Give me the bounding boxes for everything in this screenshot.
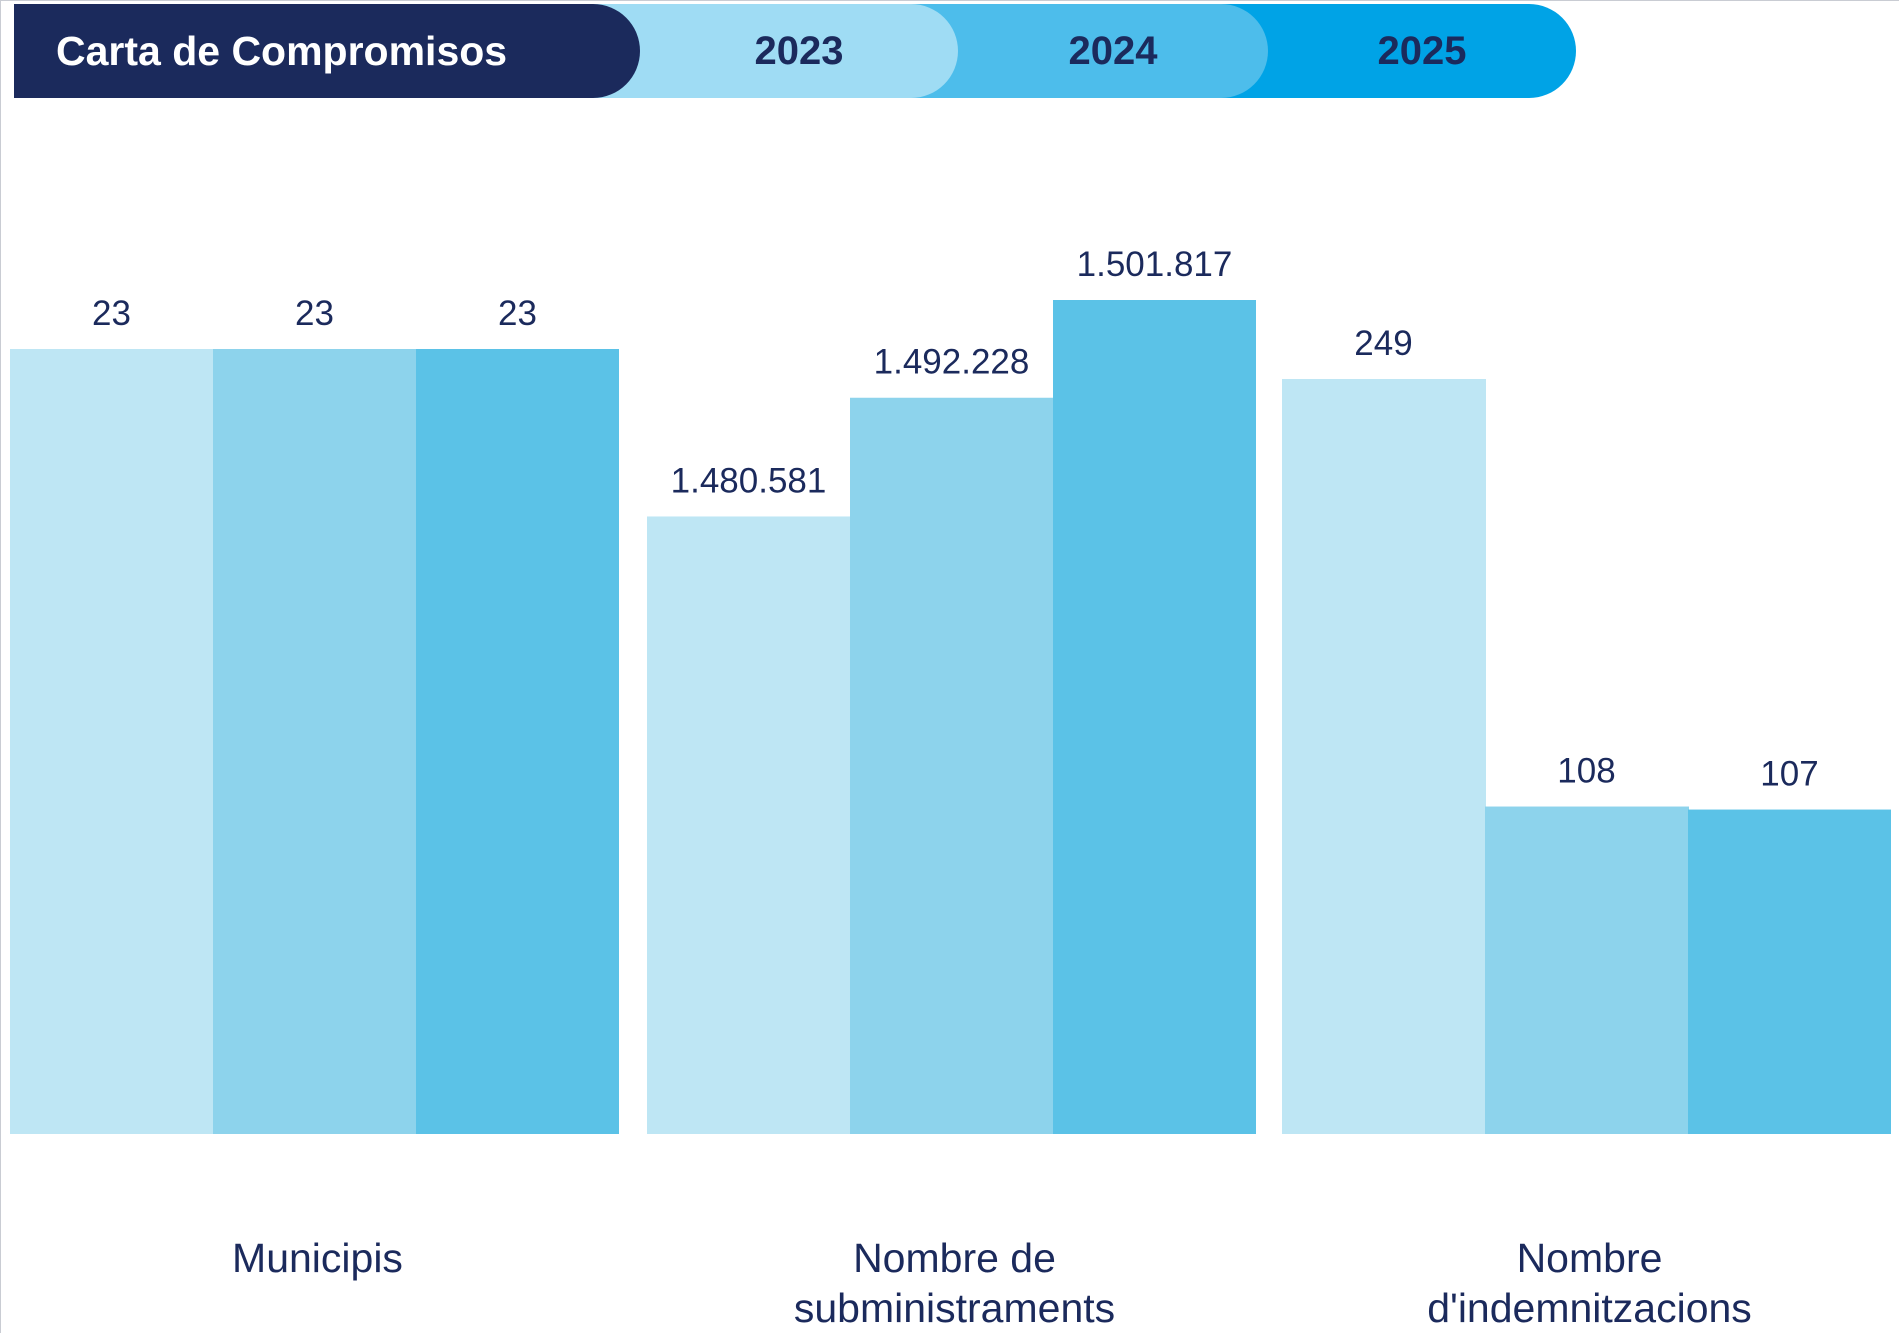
chart-header: Carta de Compromisos 2023 2024 2025 (14, 4, 1576, 98)
bar-2024-cat2 (1485, 806, 1689, 1134)
bar-2023-cat1 (647, 516, 851, 1134)
bar-2025-cat2 (1688, 809, 1891, 1134)
data-label-2024-cat1: 1.492.228 (874, 343, 1030, 382)
bar-2025-cat0 (416, 349, 619, 1134)
chart-header-title: Carta de Compromisos (14, 4, 640, 98)
category-label-0-line0: Municipis (232, 1235, 403, 1281)
data-label-2023-cat1: 1.480.581 (671, 461, 827, 500)
data-label-2024-cat0: 23 (295, 294, 334, 333)
bar-2024-cat0 (213, 349, 417, 1134)
data-label-2023-cat2: 249 (1354, 324, 1412, 363)
bar-2024-cat1 (850, 397, 1054, 1134)
bar-2023-cat2 (1282, 379, 1486, 1134)
data-label-2025-cat1: 1.501.817 (1077, 245, 1233, 284)
bar-2023-cat0 (10, 349, 214, 1134)
data-label-2024-cat2: 108 (1557, 752, 1615, 791)
category-label-1-line1: subministraments (794, 1285, 1115, 1331)
data-label-2025-cat0: 23 (498, 294, 537, 333)
data-label-2025-cat2: 107 (1760, 755, 1818, 794)
category-label-2-line0: Nombre (1517, 1235, 1663, 1281)
bar-2025-cat1 (1053, 300, 1256, 1134)
data-label-2023-cat0: 23 (92, 294, 131, 333)
category-label-2-line1: d'indemnitzacions (1427, 1285, 1752, 1331)
category-label-1-line0: Nombre de (853, 1235, 1056, 1281)
